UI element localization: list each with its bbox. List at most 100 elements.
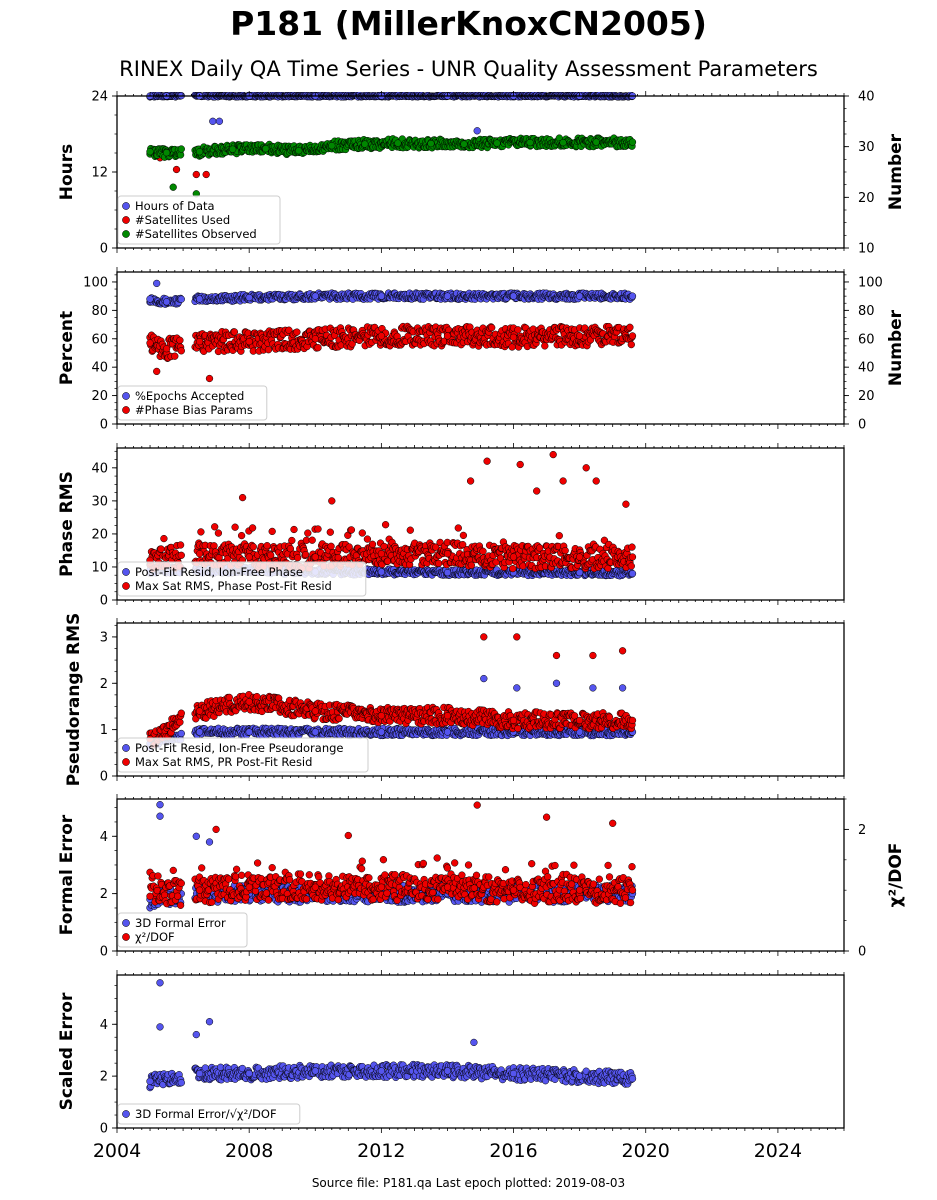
point [177,145,185,153]
panel-2: 020406080100Percent020406080100Number%Ep… [57,267,906,433]
point [311,292,319,300]
point [326,528,334,536]
point [443,292,452,300]
series-3-2 [146,450,637,573]
point [301,550,310,559]
point [290,525,298,534]
point [249,543,257,551]
outlier-point [552,679,561,687]
legend-marker [122,230,130,238]
point [509,333,518,341]
outlier-point [466,477,475,485]
point [177,709,185,717]
point [195,550,204,558]
y-tick-label: 40 [91,361,108,376]
point [146,339,154,347]
point [264,346,273,354]
point [225,693,233,702]
y-right-axis-label: Number [886,309,906,386]
point [377,332,386,340]
y-right-tick-label: 30 [858,140,875,155]
outlier-point [153,279,161,288]
point [197,528,205,536]
outlier-point [592,477,600,485]
legend-entry: #Phase Bias Params [135,403,253,417]
outlier-point [483,457,491,465]
legend-marker [122,202,130,210]
y-right-axis-label: Number [886,133,906,210]
legend-marker [122,568,130,576]
point [314,525,322,533]
y-tick-label: 0 [100,242,108,257]
point [248,524,257,532]
y-tick-label: 40 [91,461,108,476]
point [368,540,377,548]
point [162,149,171,157]
point [195,728,204,736]
point [202,170,210,179]
y-axis-label: Hours [57,144,77,201]
y-tick-label: 20 [91,527,108,542]
y-tick-label: 30 [91,494,108,509]
y-right-tick-label: 100 [858,275,883,290]
point [195,148,204,156]
point [435,559,443,568]
point [493,139,501,147]
point [311,728,319,736]
y-tick-label: 60 [91,332,108,347]
outlier-point [622,500,630,508]
point [627,562,635,570]
point [628,543,636,551]
y-right-tick-label: 40 [858,361,875,376]
point [575,553,584,561]
legend-2: %Epochs Accepted#Phase Bias Params [117,385,268,421]
point [358,529,366,537]
point [210,542,218,550]
series-1-3 [146,134,637,198]
legend-box [117,195,281,245]
series-2-2 [146,322,637,383]
legend-entry: #Satellites Observed [135,227,257,241]
panel-4-markers [146,633,637,751]
point [177,551,185,559]
point [177,347,185,355]
point [509,564,517,573]
point [192,170,200,179]
point [381,521,390,529]
y-right-tick-label: 20 [858,191,875,206]
point [561,546,569,555]
point [347,526,356,534]
point [559,138,567,147]
point [195,337,204,346]
point [295,147,303,155]
point [237,531,246,540]
y-tick-label: 24 [91,90,108,105]
legend-entry: %Epochs Accepted [135,389,244,403]
y-right-tick-label: 40 [858,90,875,105]
legend-marker [122,392,130,400]
point [575,292,584,300]
point [626,323,634,331]
point [146,148,154,156]
series-1-1 [146,92,637,135]
outlier-point [215,117,224,125]
point [288,536,296,545]
legend-entry: Max Sat RMS, Phase Post-Fit Resid [135,579,332,593]
point [293,328,301,336]
legend-entry: Hours of Data [135,199,215,213]
point [443,332,452,340]
outlier-point [153,367,161,376]
point [245,293,253,302]
outlier-point [209,117,217,125]
outlier-point [473,127,481,135]
legend-marker [122,216,130,224]
point [328,142,336,150]
y-tick-label: 0 [100,418,108,433]
point [443,728,452,736]
point [311,335,319,343]
point [363,535,372,543]
y-tick-label: 0 [100,594,108,609]
point [308,536,316,544]
